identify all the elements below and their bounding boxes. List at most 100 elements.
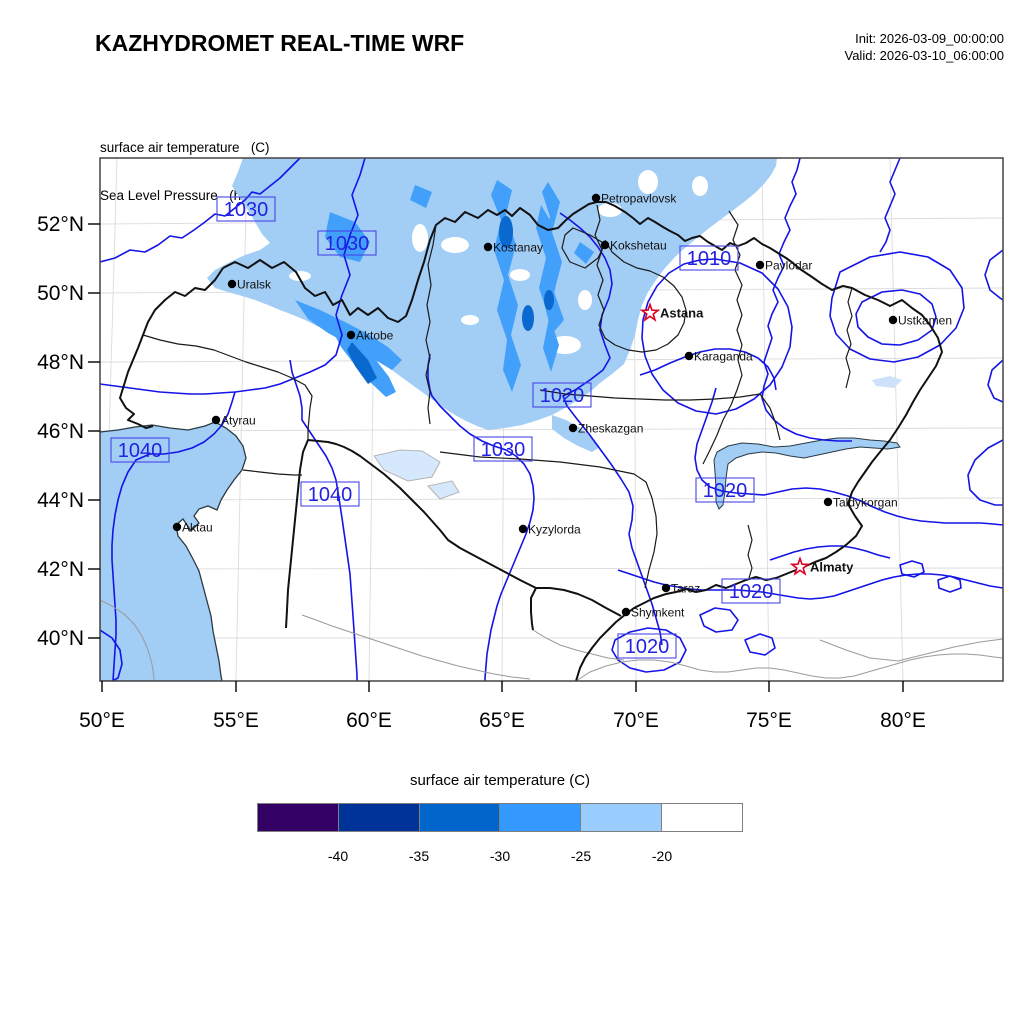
contour-1040-mid — [289, 359, 358, 681]
city-label: Astana — [660, 306, 704, 321]
legend-title: surface air temperature (C) — [409, 772, 591, 789]
neighbor-borders — [100, 599, 1003, 681]
isobar-label-value: 1040 — [118, 440, 163, 462]
city-label: Karaganda — [694, 350, 753, 364]
lon-tick-label: 50°E — [79, 709, 125, 732]
lat-tick-label: 52°N — [37, 213, 84, 236]
lon-tick-label: 70°E — [613, 709, 659, 732]
isobar-label-box — [532, 382, 592, 408]
lat-tick-label: 42°N — [37, 558, 84, 581]
init-time: Init: 2026-03-09_00:00:00 — [855, 31, 1004, 46]
pressure-contours — [100, 158, 1003, 681]
city-dot-marker — [621, 607, 631, 617]
temperature-shading-light — [100, 158, 902, 681]
isobar-label-value: 1020 — [540, 385, 585, 407]
legend-color-cell — [661, 803, 743, 832]
aral-sea — [373, 449, 460, 500]
city-dot-marker — [227, 279, 237, 289]
legend-color-cell — [499, 803, 582, 832]
lon-tick-label: 75°E — [746, 709, 792, 732]
capital-star-marker — [639, 302, 661, 322]
city-label: Shymkent — [631, 606, 685, 620]
legend-tick-label: -25 — [570, 848, 592, 864]
isobar-label-box — [617, 633, 677, 659]
isobar-label-value: 1020 — [625, 636, 670, 658]
legend-color-cell — [257, 803, 339, 832]
caspian-sea — [100, 421, 247, 681]
valid-time: Valid: 2026-03-10_06:00:00 — [844, 48, 1005, 63]
isobar-labels: 1030 1030 1010 1020 1030 1040 1040 1020 1020 1020 — [110, 196, 781, 659]
lat-tick-label: 44°N — [37, 489, 84, 512]
contour-1020-south — [617, 569, 1003, 600]
city-label: Aktobe — [356, 329, 394, 343]
city-label: Kyzylorda — [528, 523, 581, 537]
city-markers: Petropavlovsk Kostanay Kokshetau Pavlodar Ur… — [172, 192, 952, 620]
latitude-axis: 52°N 50°N 48°N 46°N 44°N 42°N 40°N — [37, 213, 100, 650]
isobar-label-value: 1020 — [703, 480, 748, 502]
contour-1040-west — [111, 391, 236, 681]
city-label: Kokshetau — [610, 239, 667, 253]
page-title: KAZHYDROMET REAL-TIME WRF — [95, 30, 465, 56]
city-dot-marker — [755, 260, 765, 270]
city-label: Atyrau — [221, 414, 256, 428]
contour-1020-central — [559, 212, 663, 646]
longitude-axis: 50°E 55°E 60°E 65°E 70°E 75°E 80°E — [79, 681, 926, 732]
city-label: Kostanay — [493, 241, 543, 255]
contour-1030-nw — [100, 158, 301, 263]
isobar-label-value: 1030 — [325, 233, 370, 255]
legend-tick-label: -35 — [408, 848, 430, 864]
isobar-label-value: 1030 — [224, 199, 269, 221]
city-dot-marker — [591, 193, 601, 203]
legend-color-cell — [580, 803, 663, 832]
contour-ustkamen-inner — [855, 289, 937, 346]
city-dot-marker — [888, 315, 898, 325]
city-label: Uralsk — [237, 278, 272, 292]
model-run-info: Init: 2026-03-09_00:00:00 Valid: 2026-03… — [845, 30, 1005, 64]
lat-tick-label: 40°N — [37, 627, 84, 650]
isobar-label-value: 1010 — [687, 248, 732, 270]
city-label: Zheskazgan — [578, 422, 643, 436]
lon-tick-label: 60°E — [346, 709, 392, 732]
isobar-label-box — [300, 481, 360, 507]
legend-colorbar — [257, 803, 743, 832]
city-label: Taraz — [671, 582, 700, 596]
capital-star-marker — [789, 556, 811, 576]
lon-tick-label: 65°E — [479, 709, 525, 732]
legend-color-cell — [337, 803, 420, 832]
contour-1010-loop — [641, 258, 793, 415]
lat-tick-label: 46°N — [37, 420, 84, 443]
city-label: Taldykorgan — [833, 496, 898, 510]
isobar-label-box — [473, 436, 533, 462]
city-label: Aktau — [182, 521, 213, 535]
city-label: Almaty — [810, 560, 854, 575]
isobar-label-value: 1030 — [481, 439, 526, 461]
city-label: Petropavlovsk — [601, 192, 677, 206]
city-dot-marker — [518, 524, 528, 534]
contour-1020-shymkent-loop — [611, 627, 687, 673]
lake-zaysan — [872, 376, 902, 388]
legend-tick-label: -30 — [489, 848, 511, 864]
city-dot-marker — [600, 240, 610, 250]
isobar-label-box — [679, 245, 739, 271]
legend-tick-labels: -40 -35 -30 -25 -20 — [0, 848, 1024, 868]
city-dot-marker — [568, 423, 578, 433]
temperature-shading-medium — [295, 180, 594, 397]
field-label-temperature: surface air temperature (C) — [100, 140, 270, 155]
lat-tick-label: 48°N — [37, 351, 84, 374]
city-label: Pavlodar — [765, 259, 812, 273]
city-dot-marker — [661, 583, 671, 593]
city-dot-marker — [172, 522, 182, 532]
city-dot-marker — [684, 351, 694, 361]
isobar-label-value: 1020 — [729, 581, 774, 603]
city-dot-marker — [346, 330, 356, 340]
contour-ne-vertical — [761, 158, 852, 442]
isobar-label-box — [695, 477, 755, 503]
kazakhstan-border — [119, 201, 943, 681]
city-label: Ustkamen — [898, 314, 952, 328]
isobar-label-box — [216, 196, 276, 222]
legend-tick-label: -40 — [327, 848, 349, 864]
oblast-borders — [142, 204, 853, 589]
isobar-label-box — [317, 230, 377, 256]
